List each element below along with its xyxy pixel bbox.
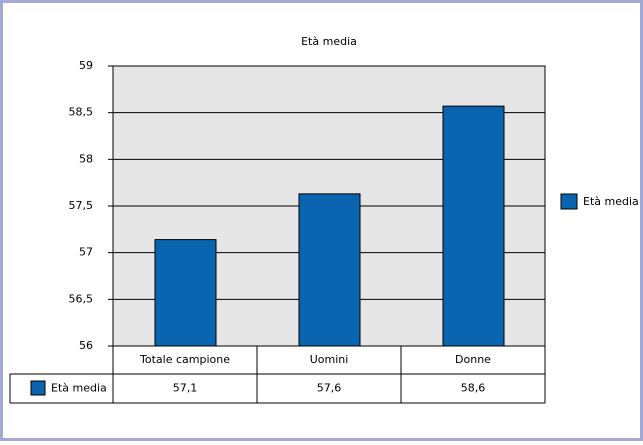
legend-label: Età media bbox=[583, 195, 639, 208]
y-tick-label: 57 bbox=[79, 246, 93, 259]
x-tick-label: Uomini bbox=[310, 353, 349, 366]
bar bbox=[298, 193, 361, 347]
chart-title: Età media bbox=[301, 35, 357, 48]
table-value: 57,6 bbox=[317, 382, 342, 395]
table-legend-swatch bbox=[30, 380, 46, 396]
table-series-name: Età media bbox=[51, 382, 107, 395]
legend-swatch bbox=[560, 193, 578, 210]
y-tick-label: 56,5 bbox=[69, 292, 94, 305]
table-value: 57,1 bbox=[173, 382, 198, 395]
x-tick-label: Donne bbox=[455, 353, 491, 366]
bar bbox=[442, 105, 505, 347]
y-tick-label: 56 bbox=[79, 339, 93, 352]
x-tick-label: Totale campione bbox=[139, 353, 230, 366]
table-value: 58,6 bbox=[461, 382, 486, 395]
y-tick-label: 57,5 bbox=[69, 199, 94, 212]
y-tick-label: 59 bbox=[79, 59, 93, 72]
bar bbox=[154, 239, 217, 347]
y-tick-label: 58,5 bbox=[69, 106, 94, 119]
y-tick-label: 58 bbox=[79, 152, 93, 165]
